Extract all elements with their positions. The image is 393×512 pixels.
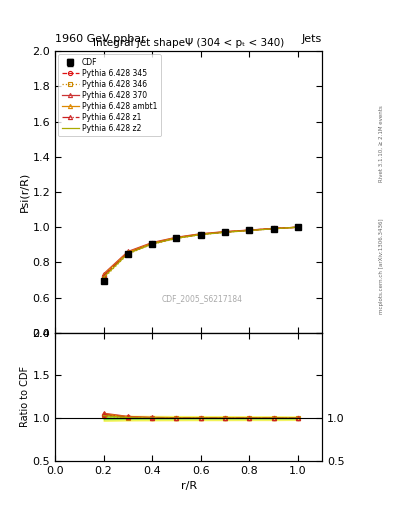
- Pythia 6.428 346: [125, 251, 130, 257]
- Pythia 6.428 z2: [174, 235, 179, 241]
- Line: Pythia 6.428 z2: Pythia 6.428 z2: [104, 227, 298, 278]
- X-axis label: r/R: r/R: [180, 481, 197, 491]
- Pythia 6.428 z2: [150, 241, 154, 247]
- Pythia 6.428 370: [247, 227, 252, 233]
- Pythia 6.428 346: [101, 275, 106, 281]
- Pythia 6.428 z2: [271, 226, 276, 232]
- Line: Pythia 6.428 z1: Pythia 6.428 z1: [101, 225, 300, 278]
- Pythia 6.428 ambt1: [223, 229, 228, 235]
- Pythia 6.428 346: [174, 236, 179, 242]
- Pythia 6.428 345: [174, 234, 179, 241]
- Pythia 6.428 z2: [101, 274, 106, 281]
- Pythia 6.428 345: [150, 240, 154, 246]
- Pythia 6.428 ambt1: [247, 227, 252, 233]
- Pythia 6.428 370: [174, 234, 179, 240]
- Pythia 6.428 370: [198, 230, 203, 237]
- Pythia 6.428 z1: [125, 250, 130, 256]
- Text: Rivet 3.1.10, ≥ 2.1M events: Rivet 3.1.10, ≥ 2.1M events: [379, 105, 384, 182]
- Pythia 6.428 ambt1: [150, 240, 154, 246]
- Pythia 6.428 345: [247, 227, 252, 233]
- Pythia 6.428 z2: [247, 227, 252, 233]
- Pythia 6.428 ambt1: [125, 249, 130, 255]
- Text: CDF_2005_S6217184: CDF_2005_S6217184: [162, 294, 242, 304]
- Legend: CDF, Pythia 6.428 345, Pythia 6.428 346, Pythia 6.428 370, Pythia 6.428 ambt1, P: CDF, Pythia 6.428 345, Pythia 6.428 346,…: [58, 54, 161, 136]
- Pythia 6.428 ambt1: [198, 231, 203, 237]
- Pythia 6.428 346: [198, 232, 203, 238]
- Pythia 6.428 z2: [223, 229, 228, 236]
- Pythia 6.428 ambt1: [174, 234, 179, 241]
- Y-axis label: Ratio to CDF: Ratio to CDF: [20, 366, 29, 428]
- Pythia 6.428 346: [150, 241, 154, 247]
- Pythia 6.428 ambt1: [296, 224, 300, 230]
- Pythia 6.428 346: [247, 227, 252, 233]
- Pythia 6.428 z1: [101, 272, 106, 279]
- Line: Pythia 6.428 ambt1: Pythia 6.428 ambt1: [101, 225, 300, 277]
- Pythia 6.428 346: [296, 224, 300, 230]
- Pythia 6.428 z2: [296, 224, 300, 230]
- Pythia 6.428 z1: [150, 241, 154, 247]
- Pythia 6.428 370: [271, 225, 276, 231]
- Pythia 6.428 z2: [198, 231, 203, 238]
- Pythia 6.428 z1: [247, 227, 252, 233]
- Line: Pythia 6.428 345: Pythia 6.428 345: [101, 225, 300, 279]
- Pythia 6.428 345: [223, 229, 228, 235]
- Pythia 6.428 ambt1: [271, 226, 276, 232]
- Y-axis label: Psi(r/R): Psi(r/R): [20, 172, 29, 212]
- Pythia 6.428 370: [101, 271, 106, 277]
- Line: Pythia 6.428 346: Pythia 6.428 346: [101, 225, 300, 281]
- Pythia 6.428 z1: [198, 231, 203, 238]
- Pythia 6.428 ambt1: [101, 272, 106, 278]
- Pythia 6.428 z1: [296, 224, 300, 230]
- Pythia 6.428 z1: [174, 235, 179, 241]
- Title: Integral jet shapeΨ (304 < pₜ < 340): Integral jet shapeΨ (304 < pₜ < 340): [93, 38, 284, 48]
- Line: Pythia 6.428 370: Pythia 6.428 370: [101, 225, 300, 276]
- Pythia 6.428 345: [198, 231, 203, 238]
- Pythia 6.428 345: [125, 250, 130, 256]
- Pythia 6.428 345: [101, 273, 106, 280]
- Pythia 6.428 370: [296, 224, 300, 230]
- Pythia 6.428 z1: [223, 229, 228, 235]
- Text: mcplots.cern.ch [arXiv:1306.3436]: mcplots.cern.ch [arXiv:1306.3436]: [379, 219, 384, 314]
- Pythia 6.428 370: [223, 228, 228, 234]
- Pythia 6.428 z1: [271, 226, 276, 232]
- Pythia 6.428 346: [223, 229, 228, 236]
- Pythia 6.428 370: [125, 248, 130, 254]
- Pythia 6.428 346: [271, 226, 276, 232]
- Text: Jets: Jets: [302, 33, 322, 44]
- Text: 1960 GeV ppbar: 1960 GeV ppbar: [55, 33, 146, 44]
- Pythia 6.428 z2: [125, 250, 130, 257]
- Pythia 6.428 345: [271, 225, 276, 231]
- Pythia 6.428 370: [150, 240, 154, 246]
- Pythia 6.428 345: [296, 224, 300, 230]
